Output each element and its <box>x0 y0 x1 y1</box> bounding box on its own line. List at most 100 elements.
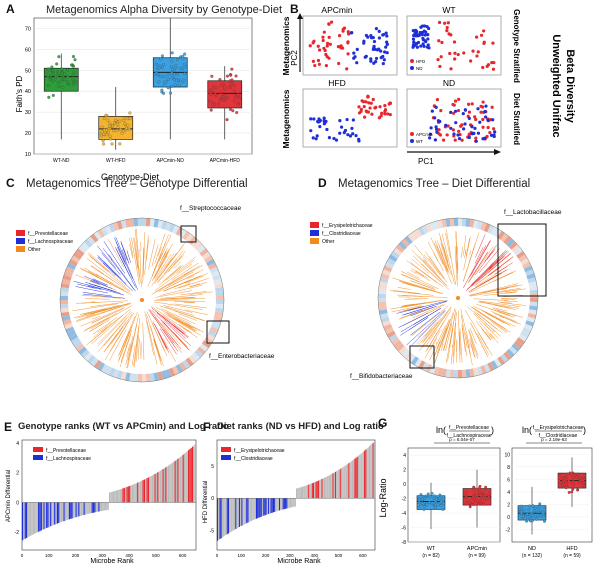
g-ytick-label: 0 <box>403 482 406 488</box>
c-ring-cell <box>81 349 90 358</box>
b-point-nd-wt <box>474 139 478 143</box>
e-bar <box>166 466 168 503</box>
e-bar <box>141 480 143 503</box>
f-bar <box>230 498 232 532</box>
f-bar <box>372 442 374 499</box>
d-branch <box>489 262 494 267</box>
e-bar <box>32 502 34 535</box>
g-point <box>426 492 430 496</box>
b-point-wt-nd <box>418 30 423 35</box>
f-bar <box>359 454 361 499</box>
d-ring-cell <box>379 312 389 319</box>
a-point <box>236 102 240 106</box>
d-branch <box>411 249 442 281</box>
d-ring-outline <box>377 217 539 379</box>
f-xtick-label: 400 <box>310 553 318 558</box>
e-xtick-label: 500 <box>152 553 160 558</box>
g-point <box>420 501 424 505</box>
f-bar <box>370 445 372 499</box>
d-branch <box>406 260 438 284</box>
a-point <box>235 111 239 115</box>
d-branch <box>413 308 441 325</box>
f-bar <box>240 498 242 527</box>
f-legend-swatch-1 <box>221 447 231 452</box>
c-ring-cell <box>90 233 99 243</box>
c-ring-cell <box>61 311 70 318</box>
b-point-wt-hfd <box>475 54 479 58</box>
c-ring-cell <box>60 295 69 300</box>
c-ring-cell <box>145 218 151 227</box>
g-point <box>417 497 421 501</box>
d-branch <box>498 311 514 318</box>
c-branch <box>165 271 200 289</box>
c-branch <box>151 242 167 277</box>
a-point <box>104 113 108 117</box>
f-xtick-label: 300 <box>286 553 294 558</box>
b-point-apcmin-hfd <box>346 30 350 34</box>
d-ring-cell <box>523 323 533 331</box>
d-ring-cell <box>518 334 528 342</box>
c-branch <box>156 255 182 284</box>
b-point-wt-nd <box>414 28 418 32</box>
d-ring-cell <box>483 363 491 373</box>
c-ring-cell <box>70 255 80 263</box>
d-branch <box>435 341 438 345</box>
d-branch <box>420 263 441 283</box>
a-ytick-label: 70 <box>25 26 31 32</box>
e-bar <box>175 459 178 503</box>
d-branch <box>478 301 511 309</box>
b-point-hfd-apcmin <box>383 108 388 112</box>
g-point <box>479 499 482 503</box>
g-ytick-label: -8 <box>402 540 407 546</box>
e-xlabel: Microbe Rank <box>90 558 134 565</box>
d-legend-2: f__Clostridiaceae <box>322 231 361 237</box>
e-ytick-label: -2 <box>15 530 20 536</box>
b-point-wt-hfd <box>445 29 449 33</box>
c-branch <box>153 234 169 271</box>
e-bar <box>68 502 71 520</box>
a-category-label: WT-ND <box>53 158 70 164</box>
b-point-wt-hfd <box>449 33 453 37</box>
g-point <box>422 508 426 511</box>
e-bar <box>46 502 48 528</box>
d-branch <box>443 245 449 262</box>
c-branch <box>84 267 113 285</box>
c-branch <box>76 301 102 304</box>
f-bar <box>299 487 301 499</box>
c-ring-cell <box>93 359 102 369</box>
d-branch <box>436 245 448 273</box>
g-ln-2: ln( <box>522 425 532 435</box>
a-point <box>173 83 177 87</box>
b-point-nd-apcmin <box>492 127 496 131</box>
c-ring-cell <box>101 226 109 236</box>
a-point <box>47 83 51 88</box>
f-bar <box>306 484 309 499</box>
b-point-hfd-apcmin <box>364 100 368 104</box>
c-branch <box>165 306 195 316</box>
c-branch <box>151 310 187 347</box>
b-point-wt-nd <box>414 34 418 38</box>
c-ring-cell <box>87 354 96 364</box>
b-point-wt-hfd <box>436 58 440 62</box>
b-point-apcmin-hfd <box>321 38 325 43</box>
c-branch <box>142 322 145 361</box>
c-branch <box>123 326 133 348</box>
e-bar <box>137 482 139 503</box>
g-ytick-label: 2 <box>403 468 406 474</box>
d-ring-cell <box>378 301 387 307</box>
f-bar <box>264 498 266 516</box>
d-branch <box>461 325 466 353</box>
f-bar <box>225 498 227 535</box>
d-branch <box>489 332 495 339</box>
f-ytick-label: -5 <box>210 529 215 535</box>
e-legend-2: f__Lachnospiraceae <box>46 456 91 462</box>
panel-f-title: Diet ranks (ND vs HFD) and Log ratio <box>217 421 384 432</box>
c-branch <box>84 312 118 331</box>
c-branch <box>96 269 131 293</box>
b-point-nd-wt <box>470 125 474 129</box>
d-ring-cell <box>393 247 403 256</box>
e-bar <box>122 488 124 503</box>
a-point <box>112 129 116 133</box>
a-point <box>157 66 161 70</box>
e-bar <box>104 502 107 511</box>
